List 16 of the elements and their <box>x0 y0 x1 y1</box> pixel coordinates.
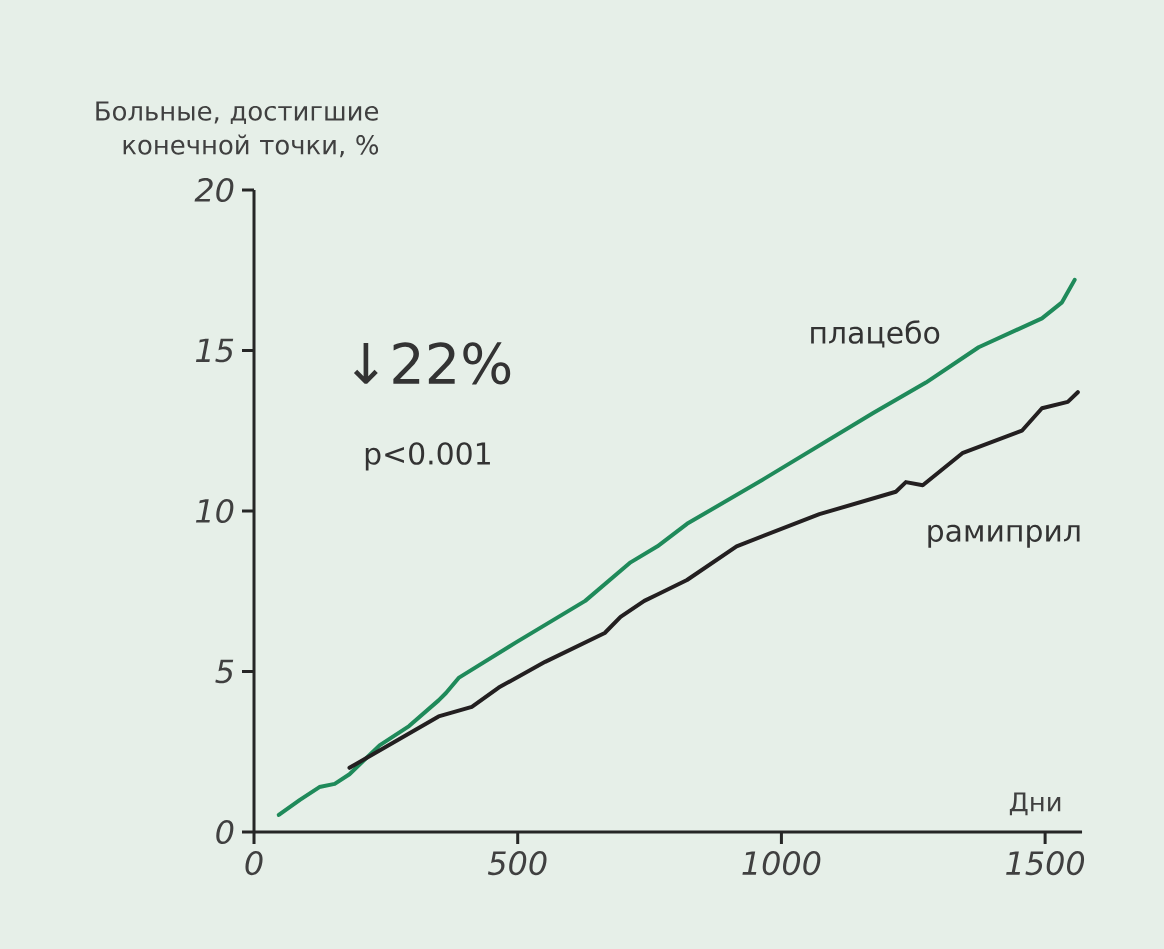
x-tick-label: 500 <box>487 851 547 876</box>
y-tick-label: 20 <box>194 177 234 203</box>
x-axis-title: Дни <box>1009 792 1061 816</box>
annotation: ↓22% <box>353 342 511 385</box>
line-series <box>347 390 1080 770</box>
series-label: рамиприл <box>928 524 1080 548</box>
y-tick-label: 5 <box>215 659 234 684</box>
x-tick-label: 0 <box>245 851 263 876</box>
y-tick-label: 15 <box>195 338 234 363</box>
series-label: плацебо <box>811 320 940 348</box>
y-tick-label: 0 <box>216 819 234 845</box>
annotation: p<0.001 <box>365 442 490 471</box>
x-tick-label: 1000 <box>742 851 821 876</box>
x-tick-label: 1500 <box>1006 851 1085 876</box>
y-tick-label: 10 <box>195 498 234 524</box>
y-axis-title: Больные, достигшие конечной точки, % <box>96 101 379 158</box>
